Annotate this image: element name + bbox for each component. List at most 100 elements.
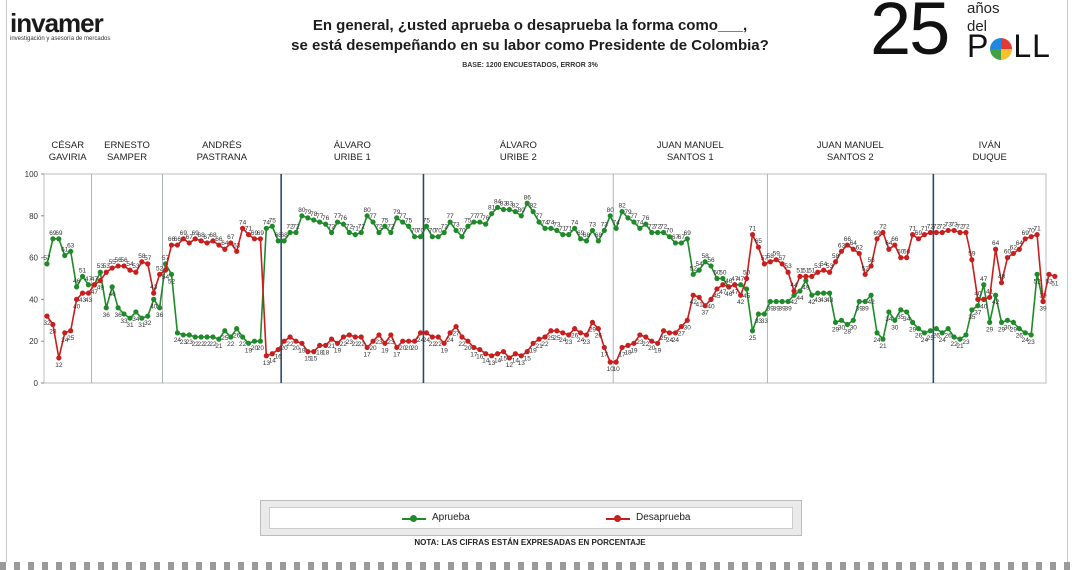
data-point [672, 330, 679, 336]
data-point [299, 213, 305, 219]
data-point [637, 332, 643, 338]
data-label: 30 [838, 324, 846, 331]
data-point [323, 342, 329, 348]
data-label: 27 [452, 331, 460, 338]
data-label: 77 [630, 213, 638, 220]
data-point [115, 305, 121, 311]
data-label: 66 [168, 236, 176, 243]
data-label: 24 [61, 337, 69, 344]
data-label: 69 [55, 230, 63, 237]
data-label: 20 [399, 345, 407, 352]
data-point [489, 353, 495, 359]
data-label: 22 [458, 341, 466, 348]
legend-approve-label: Aprueba [432, 512, 470, 523]
data-point [500, 206, 507, 213]
data-label: 53 [814, 263, 822, 270]
data-point [145, 313, 151, 319]
data-label: 49 [97, 285, 105, 292]
data-label: 77 [470, 213, 478, 220]
data-label: 20 [648, 345, 656, 352]
data-point [251, 338, 258, 344]
data-label: 69 [873, 230, 881, 237]
data-label: 72 [441, 224, 449, 231]
data-label: 70 [458, 228, 466, 235]
data-point [234, 248, 240, 254]
data-label: 72 [962, 224, 970, 231]
data-label: 69 [180, 230, 188, 237]
data-point [696, 267, 702, 273]
data-label: 54 [162, 274, 170, 281]
data-point [868, 263, 874, 269]
data-label: 22 [541, 341, 549, 348]
data-label: 18 [624, 349, 632, 356]
data-point [447, 219, 453, 225]
data-point [548, 225, 554, 231]
data-label: 20 [369, 345, 377, 352]
data-label: 68 [198, 232, 206, 239]
data-label: 72 [879, 224, 887, 231]
data-point [192, 334, 198, 340]
data-point [791, 292, 797, 298]
data-point [370, 219, 376, 225]
data-label: 71 [1033, 226, 1041, 233]
data-label: 56 [120, 257, 128, 264]
data-point [240, 334, 246, 340]
data-point [323, 221, 329, 227]
data-label: 25 [547, 335, 555, 342]
data-point [174, 330, 181, 336]
data-label: 54 [696, 261, 704, 268]
data-label: 43 [814, 297, 822, 304]
data-point [411, 338, 418, 344]
data-point [915, 236, 922, 242]
data-point [364, 344, 370, 351]
data-label: 15 [304, 356, 312, 363]
data-label: 42 [992, 299, 1000, 306]
data-label: 80 [518, 207, 526, 214]
data-point [1052, 273, 1058, 280]
data-point [785, 298, 791, 305]
data-label: 47 [731, 276, 739, 283]
data-point [157, 271, 163, 277]
data-point [672, 240, 679, 246]
data-label: 51 [802, 267, 810, 274]
data-label: 13 [263, 360, 271, 367]
data-label: 67 [678, 234, 686, 241]
period-label: ANDRÉS PASTRANA [162, 140, 282, 164]
data-point [180, 236, 186, 242]
data-point [97, 269, 103, 275]
data-label: 75 [405, 217, 413, 224]
data-point [269, 351, 275, 357]
data-label: 41 [696, 301, 704, 308]
data-label: 22 [358, 341, 366, 348]
data-point [275, 238, 281, 244]
data-label: 71 [245, 226, 253, 233]
period-label: CÉSAR GAVIRIA [8, 140, 128, 164]
data-point [133, 309, 139, 315]
data-label: 76 [322, 215, 330, 222]
data-point [773, 298, 779, 305]
data-label: 52 [156, 265, 164, 272]
data-label: 73 [945, 221, 953, 228]
data-label: 29 [832, 326, 840, 333]
data-label: 82 [530, 203, 538, 210]
bottom-dashed-border [0, 562, 1072, 570]
data-point [779, 261, 785, 267]
data-label: 72 [927, 224, 935, 231]
data-label: 24 [423, 337, 431, 344]
data-point [234, 326, 240, 332]
data-label: 72 [387, 224, 395, 231]
data-point [904, 255, 910, 261]
data-label: 53 [132, 263, 140, 270]
data-label: 72 [933, 224, 941, 231]
approval-line-chart: 0204060801005769696163465147475336463633… [25, 170, 1059, 388]
data-point [394, 344, 400, 351]
data-point [263, 353, 269, 359]
data-label: 72 [292, 224, 300, 231]
data-point [465, 338, 471, 344]
data-point [477, 219, 483, 225]
data-label: 43 [79, 297, 87, 304]
data-label: 64 [850, 240, 858, 247]
data-point [1028, 234, 1034, 240]
data-label: 24 [577, 337, 585, 344]
data-point [245, 232, 252, 238]
